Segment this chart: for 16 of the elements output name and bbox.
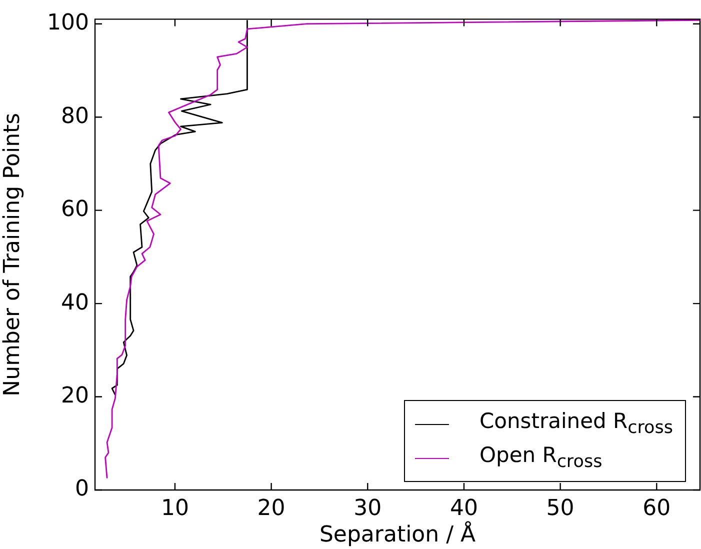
x-tick-label: 40 xyxy=(450,496,478,521)
y-tick-label: 0 xyxy=(75,476,89,502)
x-tick-label: 20 xyxy=(257,496,286,521)
y-tick-label: 80 xyxy=(61,104,89,129)
y-axis-title: Number of Training Points xyxy=(0,112,25,396)
legend-label: Constrained R$_{cross}$ xyxy=(479,409,673,439)
x-tick-label: 60 xyxy=(642,496,671,521)
x-tick-label: 30 xyxy=(354,496,382,521)
y-tick-label: 20 xyxy=(61,383,89,408)
x-tick-label: 10 xyxy=(160,496,189,521)
legend-label: Open R$_{cross}$ xyxy=(479,443,602,473)
y-tick-label: 60 xyxy=(61,197,89,222)
y-tick-label: 100 xyxy=(47,10,89,36)
x-axis-title: Separation / Å xyxy=(319,520,476,548)
y-tick-label: 40 xyxy=(61,290,89,316)
x-tick-label: 50 xyxy=(546,496,574,521)
